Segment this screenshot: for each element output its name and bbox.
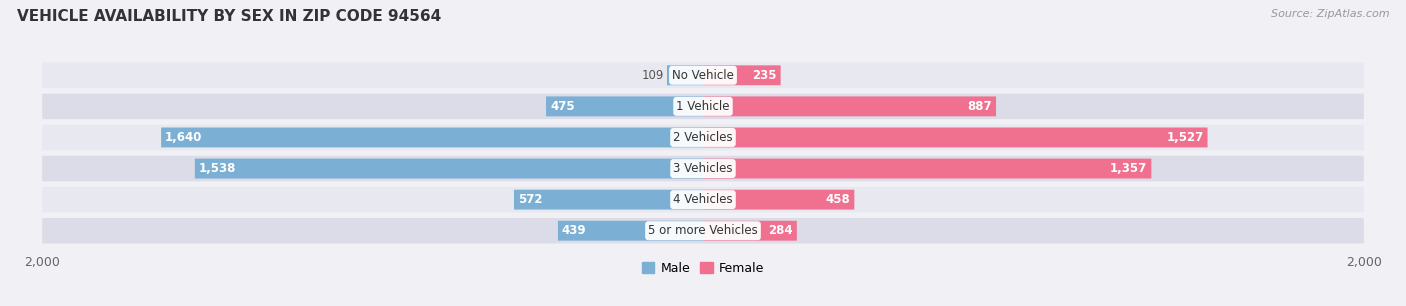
FancyBboxPatch shape [42, 218, 1364, 244]
Text: 109: 109 [643, 69, 665, 82]
Text: Source: ZipAtlas.com: Source: ZipAtlas.com [1271, 9, 1389, 19]
FancyBboxPatch shape [546, 96, 703, 116]
Legend: Male, Female: Male, Female [637, 257, 769, 280]
FancyBboxPatch shape [42, 125, 1364, 150]
Text: 1,357: 1,357 [1111, 162, 1147, 175]
FancyBboxPatch shape [42, 94, 1364, 119]
Text: No Vehicle: No Vehicle [672, 69, 734, 82]
FancyBboxPatch shape [195, 159, 703, 178]
Text: 1 Vehicle: 1 Vehicle [676, 100, 730, 113]
FancyBboxPatch shape [42, 187, 1364, 212]
FancyBboxPatch shape [703, 128, 1208, 147]
FancyBboxPatch shape [703, 221, 797, 241]
Text: 5 or more Vehicles: 5 or more Vehicles [648, 224, 758, 237]
Text: 475: 475 [550, 100, 575, 113]
Text: 1,640: 1,640 [165, 131, 202, 144]
Text: 458: 458 [825, 193, 851, 206]
Text: 1,527: 1,527 [1167, 131, 1204, 144]
Text: 439: 439 [562, 224, 586, 237]
FancyBboxPatch shape [558, 221, 703, 241]
Text: 572: 572 [517, 193, 543, 206]
Text: 284: 284 [768, 224, 793, 237]
FancyBboxPatch shape [703, 190, 855, 210]
FancyBboxPatch shape [42, 156, 1364, 181]
FancyBboxPatch shape [666, 65, 703, 85]
Text: 3 Vehicles: 3 Vehicles [673, 162, 733, 175]
FancyBboxPatch shape [42, 62, 1364, 88]
Text: 1,538: 1,538 [198, 162, 236, 175]
FancyBboxPatch shape [162, 128, 703, 147]
Text: 2 Vehicles: 2 Vehicles [673, 131, 733, 144]
Text: VEHICLE AVAILABILITY BY SEX IN ZIP CODE 94564: VEHICLE AVAILABILITY BY SEX IN ZIP CODE … [17, 9, 441, 24]
FancyBboxPatch shape [703, 159, 1152, 178]
FancyBboxPatch shape [703, 96, 995, 116]
FancyBboxPatch shape [515, 190, 703, 210]
Text: 887: 887 [967, 100, 993, 113]
Text: 235: 235 [752, 69, 776, 82]
FancyBboxPatch shape [703, 65, 780, 85]
Text: 4 Vehicles: 4 Vehicles [673, 193, 733, 206]
